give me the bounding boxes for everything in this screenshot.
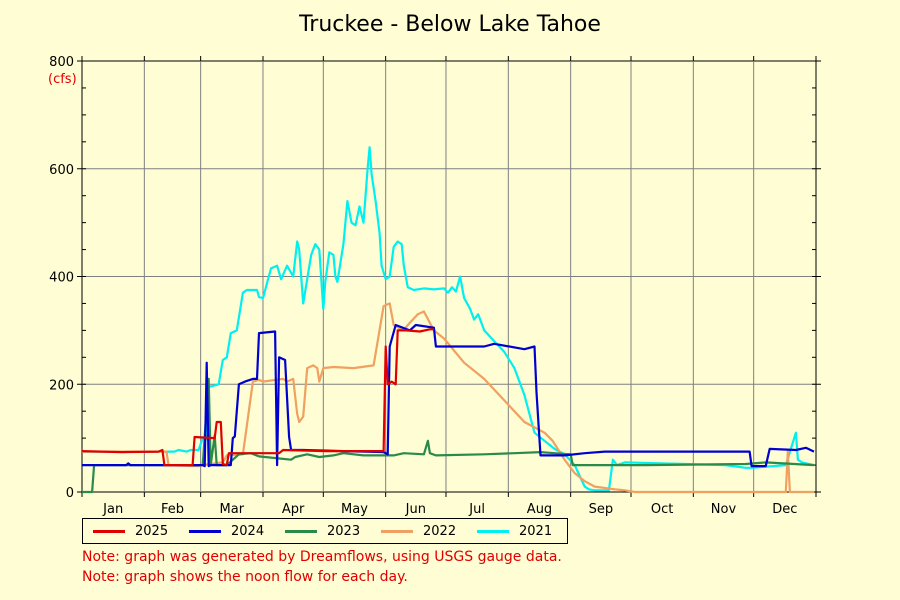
- x-tick-label: Jan: [102, 502, 123, 517]
- y-tick-label: 800: [49, 55, 74, 70]
- series-line-2024: [82, 323, 815, 468]
- legend-label: 2025: [135, 523, 169, 539]
- y-tick-label: 400: [49, 271, 74, 286]
- legend-item-2021: 2021: [467, 524, 563, 539]
- x-tick-label: Nov: [711, 502, 737, 517]
- x-tick-label: Feb: [161, 502, 184, 517]
- series-lines: [81, 146, 815, 494]
- legend-item-2025: 2025: [83, 524, 179, 539]
- legend-item-2024: 2024: [179, 524, 275, 539]
- note-source: Note: graph was generated by Dreamflows,…: [82, 549, 562, 565]
- x-tick-label: Dec: [772, 502, 797, 517]
- x-tick-label: Jul: [468, 502, 485, 517]
- chart-title: Truckee - Below Lake Tahoe: [299, 12, 601, 37]
- x-tick-label: Oct: [651, 502, 673, 517]
- axes: 0 200 400 600 800 Jan Feb Mar Apr May Jun Jul Aug Sep…: [49, 55, 821, 517]
- series-line-2022: [82, 302, 814, 494]
- legend-item-2023: 2023: [275, 524, 371, 539]
- x-tick-label: Jun: [405, 502, 426, 517]
- x-tick-label: Aug: [527, 502, 552, 517]
- series-line-2023: [82, 377, 815, 494]
- note-noon-flow: Note: graph shows the noon flow for each…: [82, 569, 408, 585]
- legend-swatch: [93, 529, 125, 533]
- series-line-2021: [82, 146, 815, 492]
- legend-label: 2021: [519, 523, 553, 539]
- grid-lines: [82, 61, 816, 492]
- legend-swatch: [381, 529, 413, 533]
- y-axis-unit-label: (cfs): [48, 72, 77, 87]
- x-tick-label: Mar: [220, 502, 245, 517]
- legend: 2025 2024 2023 2022 2021: [82, 518, 568, 544]
- legend-item-2022: 2022: [371, 524, 467, 539]
- legend-swatch: [285, 529, 317, 533]
- x-tick-label: May: [341, 502, 368, 517]
- legend-label: 2024: [231, 523, 265, 539]
- legend-swatch: [189, 529, 221, 533]
- y-tick-label: 0: [66, 486, 74, 501]
- series-line-2025: [81, 328, 434, 467]
- legend-label: 2022: [423, 523, 457, 539]
- x-tick-label: Apr: [282, 502, 305, 517]
- legend-label: 2023: [327, 523, 361, 539]
- x-tick-label: Sep: [589, 502, 614, 517]
- y-tick-label: 600: [49, 163, 74, 178]
- legend-swatch: [477, 529, 509, 533]
- y-tick-label: 200: [49, 378, 74, 393]
